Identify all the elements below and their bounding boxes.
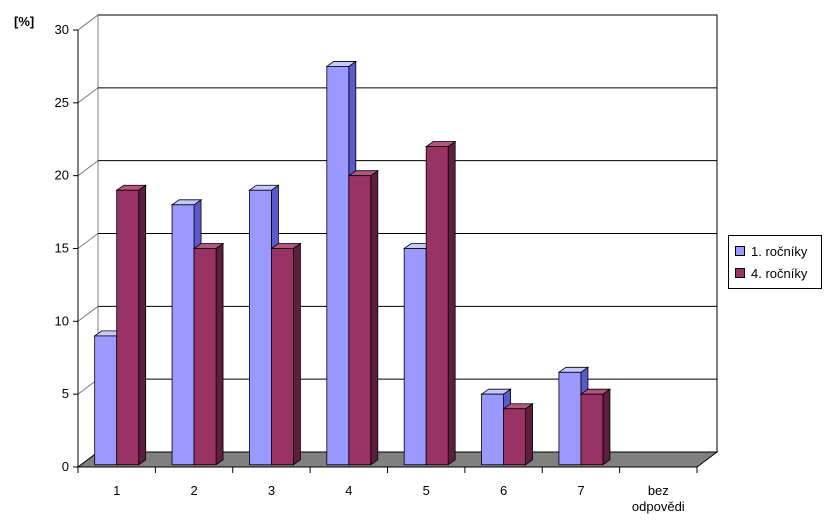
bar-front (116, 189, 140, 466)
x-tick-label-line: 5 (423, 483, 430, 498)
x-tick-label-line: 1 (113, 483, 120, 498)
y-tick-label: 10 (55, 313, 69, 328)
legend-swatch (735, 246, 745, 256)
bar-front (171, 204, 195, 466)
bar-series-2-cat-5 (424, 140, 457, 466)
bar-front (558, 371, 582, 466)
x-tick-label-line: odpovědi (632, 499, 685, 514)
gridline-side (77, 87, 99, 104)
bars (93, 60, 612, 466)
bar-side (602, 388, 611, 466)
x-tick-label-line: 7 (577, 483, 584, 498)
bar-side (447, 140, 456, 466)
x-tick-label: 2 (190, 483, 197, 498)
x-tick-label-line: 6 (500, 483, 507, 498)
axes (73, 29, 698, 473)
gridline-side (77, 160, 99, 177)
x-tick-label: 7 (577, 483, 584, 498)
bar-side (370, 169, 379, 466)
x-tick-label-line: 2 (190, 483, 197, 498)
bar-series-2-cat-4 (347, 169, 380, 466)
x-tick-label-line: 4 (345, 483, 352, 498)
y-tick-label: 25 (55, 95, 69, 110)
bar-front (580, 393, 604, 466)
bar-series-2-cat-7 (579, 388, 612, 466)
bar-side (215, 242, 224, 466)
bar-front (348, 175, 372, 466)
legend-swatch (735, 268, 745, 278)
y-tick-label: 0 (62, 459, 69, 474)
bar-side (525, 402, 533, 466)
bar-series-2-cat-1 (115, 184, 147, 466)
axis-labels: [%] 0 5 10 15 20 25 30 1 2 3 4 5 6 7 bez odpovědi (14, 14, 685, 514)
x-tick-label: bez odpovědi (632, 483, 685, 514)
x-tick-label: 4 (345, 483, 352, 498)
x-tick-label: 1 (113, 483, 120, 498)
x-tick-label: 3 (268, 483, 275, 498)
y-tick-label: 15 (55, 241, 69, 256)
bar-series-2-cat-3 (270, 242, 302, 466)
bar-front (249, 189, 272, 466)
bar-series-2-cat-2 (192, 242, 225, 466)
bar-front (425, 146, 449, 466)
y-tick-label: 30 (55, 22, 69, 37)
bar-front (503, 408, 526, 466)
legend-item-series-2: 4. ročníky (729, 262, 821, 284)
x-tick-label: 6 (500, 483, 507, 498)
legend-item-series-1: 1. ročníky (729, 240, 821, 262)
bar-front (481, 393, 504, 466)
bar-series-2-cat-6 (502, 402, 534, 466)
bar-front (94, 335, 118, 466)
x-tick-label: 5 (423, 483, 430, 498)
bar-front (403, 248, 427, 466)
bar-front (193, 248, 217, 466)
y-axis-label: [%] (14, 14, 34, 29)
bar-side (138, 184, 147, 466)
bar-front (271, 248, 294, 466)
bar-front (326, 66, 350, 466)
gridline-side (77, 233, 99, 249)
x-tick-label-line: 3 (268, 483, 275, 498)
y-tick-label: 5 (62, 386, 69, 401)
gridline-side (77, 14, 99, 31)
legend: 1. ročníky 4. ročníky (728, 235, 822, 289)
gridline-side (77, 305, 99, 322)
legend-label: 4. ročníky (751, 265, 808, 281)
x-tick-label-line: bez (648, 483, 669, 498)
y-tick-label: 20 (55, 168, 69, 183)
bar-side (293, 242, 301, 466)
legend-label: 1. ročníky (751, 243, 808, 259)
